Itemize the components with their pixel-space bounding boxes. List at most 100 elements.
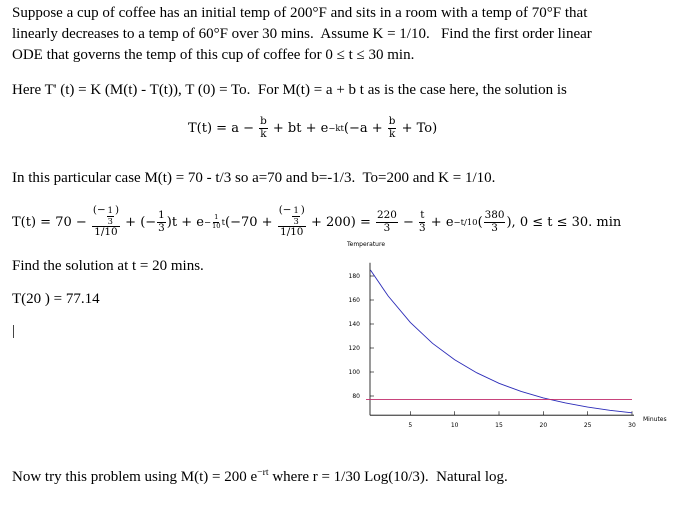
y-tick-label: 140 <box>349 321 361 328</box>
numerator: (− 1 3) <box>277 204 306 228</box>
math-text: + e <box>426 214 454 230</box>
exponent: −rt <box>257 464 268 482</box>
x-tick-label: 15 <box>495 422 503 429</box>
numerator: 1 <box>106 205 114 217</box>
math-text: 1 <box>214 212 219 221</box>
math-text: (− <box>278 204 292 216</box>
data-line <box>370 269 633 414</box>
denominator: 3 <box>107 215 113 227</box>
math-text: ( <box>477 214 483 230</box>
math-text: 3 <box>293 215 299 226</box>
math-text: T(t) = 70 − <box>12 214 91 230</box>
problem-line: linearly decreases to a temp of 60°F ove… <box>12 26 592 42</box>
x-tick-label: 25 <box>584 422 592 429</box>
fraction: 380 3 <box>483 208 506 235</box>
fraction: (− 1 3) 1/10 <box>91 204 121 239</box>
x-axis-label: Minutes <box>643 416 667 423</box>
math-text: 3 <box>383 221 391 234</box>
question-text: Find the solution at t = 20 mins. <box>12 258 204 274</box>
y-tick-label: 160 <box>349 297 361 304</box>
x-tick-label: 5 <box>408 422 412 429</box>
math-text: −rt <box>257 467 269 478</box>
exponent: −t/10 <box>454 217 478 227</box>
numerator: 1 <box>213 212 220 223</box>
denominator: 3 <box>293 215 299 227</box>
y-tick-label: 80 <box>352 393 360 400</box>
math-text: Now try this problem using M(t) = 200 e <box>12 469 258 485</box>
numerator: t <box>419 208 426 223</box>
math-text: + bt + e <box>268 120 329 136</box>
equation: T(t) = 70 − (− 1 3) 1/10 + (− 1 3)t + e −1 10 t(… <box>12 204 622 239</box>
math-text: 3 <box>158 221 165 234</box>
math-text: t <box>420 208 425 221</box>
numerator: (− 1 3) <box>91 204 121 228</box>
numerator: b <box>387 115 397 129</box>
math-text: 380 <box>484 208 505 221</box>
exponent: −1 10 t <box>203 212 226 231</box>
math-text: 1/10 <box>280 226 304 239</box>
math-text: + To) <box>397 120 438 136</box>
math-text: ), 0 ≤ t ≤ 30. min <box>506 214 622 230</box>
particular-text: In this particular case M(t) = 70 - t/3 … <box>12 170 496 186</box>
problem-line: ODE that governs the temp of this cup of… <box>12 47 415 63</box>
denominator: 10 <box>212 221 221 231</box>
math-text: t <box>221 217 226 228</box>
numerator: 1 <box>157 208 166 223</box>
denominator: 1/10 <box>94 226 118 239</box>
denominator: 3 <box>158 221 165 235</box>
x-tick-label: 10 <box>451 422 459 429</box>
x-tick-label: 30 <box>628 422 636 429</box>
math-text: 1 <box>158 208 165 221</box>
final-text: Now try this problem using M(t) = 200 e −… <box>12 464 508 486</box>
math-text: −kt <box>328 123 344 134</box>
math-text: 3 <box>491 221 498 234</box>
problem-line: Suppose a cup of coffee has an initial t… <box>12 5 588 21</box>
numerator: b <box>259 115 268 129</box>
denominator: 3 <box>491 221 498 235</box>
math-text: where r = 1/30 Log(10/3). Natural log. <box>268 469 508 485</box>
math-text: −t/10 <box>453 217 478 228</box>
fraction: (− 1 3) 1/10 <box>277 204 306 239</box>
math-text: )t + e <box>166 214 204 230</box>
math-text: k <box>388 127 396 140</box>
denominator: k <box>260 127 267 141</box>
math-text: − <box>203 217 212 228</box>
math-text: 3 <box>107 215 113 226</box>
math-text: ) <box>114 204 120 216</box>
math-text: (−a + <box>343 120 387 136</box>
denominator: 1/10 <box>280 226 304 239</box>
y-tick-label: 120 <box>349 345 361 352</box>
math-text: 1 <box>293 205 299 215</box>
y-tick-label: 180 <box>349 273 361 280</box>
numerator: 380 <box>483 208 506 223</box>
denominator: k <box>388 127 396 141</box>
cursor: | <box>12 323 16 339</box>
denominator: 3 <box>419 221 426 235</box>
math-text: − <box>398 214 419 230</box>
math-text: (− <box>92 204 106 216</box>
math-text: + (− <box>121 214 157 230</box>
y-axis-label: Temperature <box>346 241 385 248</box>
math-text: 1 <box>107 205 113 215</box>
math-text: 220 <box>377 208 397 221</box>
fraction: 220 3 <box>376 208 398 235</box>
math-text: 3 <box>419 221 426 234</box>
numerator: 1 <box>292 205 300 217</box>
math-text: 1/10 <box>94 226 118 239</box>
math-text: b <box>260 115 267 127</box>
math-text: b <box>388 115 396 127</box>
denominator: 3 <box>383 221 391 235</box>
exponent: −kt <box>328 123 344 133</box>
math-text: 10 <box>212 221 221 230</box>
numerator: 220 <box>376 208 398 223</box>
math-text: k <box>260 127 267 140</box>
math-text: (−70 + <box>225 214 277 230</box>
math-text: + 200) = <box>306 214 376 230</box>
